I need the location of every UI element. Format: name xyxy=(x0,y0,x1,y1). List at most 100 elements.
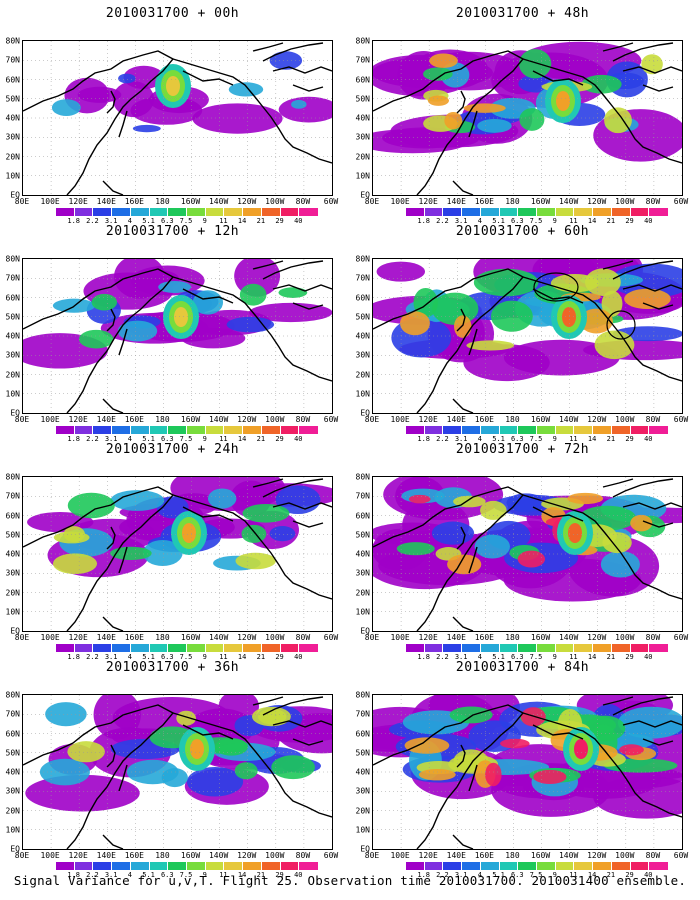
coastline xyxy=(622,284,682,292)
colorbar-swatch xyxy=(442,426,463,434)
variance-region xyxy=(269,526,296,542)
variance-region xyxy=(291,99,307,109)
coastline xyxy=(106,526,116,550)
variance-peak xyxy=(556,91,570,111)
x-tick-label: 140E xyxy=(96,851,116,860)
colorbar-swatch xyxy=(498,426,519,434)
x-tick-label: 160E xyxy=(474,197,494,206)
colorbar-swatch xyxy=(517,644,537,652)
coastline xyxy=(468,546,478,574)
coastline xyxy=(172,58,332,164)
colorbar-label: 4 xyxy=(127,217,132,225)
colorbar-label: 29 xyxy=(275,871,284,879)
x-tick-label: 80E xyxy=(364,633,380,642)
variance-region xyxy=(533,769,567,784)
colorbar-label: 3.1 xyxy=(104,653,118,661)
colorbar-swatch xyxy=(442,644,463,652)
y-tick-label: 40N xyxy=(355,549,370,559)
y-tick-label: 10N xyxy=(5,825,20,835)
variance-region xyxy=(278,287,308,298)
colorbar-swatch xyxy=(92,426,113,434)
colorbar-label: 1.8 xyxy=(67,435,81,443)
x-tick-label: 80E xyxy=(14,197,30,206)
y-axis-labels: 80N 70N 60N 50N 40N 30N 20N 10N EQ xyxy=(350,37,370,200)
variance-map xyxy=(23,477,332,631)
variance-region xyxy=(619,744,644,756)
y-tick-label: 70N xyxy=(355,491,370,501)
coastline xyxy=(612,478,674,498)
colorbar-swatch xyxy=(573,644,594,652)
x-tick-label: 180 xyxy=(505,633,520,642)
coastline xyxy=(23,268,175,413)
x-axis-labels: 80E 100E 120E 140E 160E 180 160W 140W 120W 100W 80… xyxy=(365,633,688,643)
y-tick-label: EQ xyxy=(360,408,370,418)
colorbar-label: 1.8 xyxy=(417,653,431,661)
x-tick-label: 140W xyxy=(558,415,579,424)
colorbar-swatch xyxy=(260,426,281,434)
x-tick-label: 140W xyxy=(208,197,229,206)
y-axis-labels: 80N 70N 60N 50N 40N 30N 20N 10N EQ xyxy=(350,691,370,854)
colorbar-swatch xyxy=(186,426,206,434)
coastline xyxy=(642,738,674,746)
colorbar-label: 3.1 xyxy=(454,435,468,443)
x-tick-label: 60W xyxy=(673,197,689,206)
colorbar-label: 7.5 xyxy=(179,435,193,443)
colorbar-swatch xyxy=(279,862,300,870)
y-tick-label: 10N xyxy=(5,389,20,399)
y-tick-label: 80N xyxy=(5,472,20,482)
y-tick-label: 40N xyxy=(5,549,20,559)
coastline xyxy=(456,744,466,768)
variance-region xyxy=(77,86,122,103)
highlight-circle xyxy=(606,310,636,340)
colorbar-label: 14 xyxy=(237,871,247,879)
colorbar-swatch xyxy=(573,426,594,434)
coastline xyxy=(452,834,474,849)
x-tick-label: 100W xyxy=(265,851,285,860)
y-tick-label: 80N xyxy=(5,36,20,46)
colorbar-swatch xyxy=(498,862,519,870)
coastline xyxy=(252,260,284,270)
colorbar-label: 6.3 xyxy=(510,871,524,879)
y-axis-labels: 80N 70N 60N 50N 40N 30N 20N 10N EQ xyxy=(350,473,370,636)
y-tick-label: 50N xyxy=(355,530,370,540)
figure-caption: Signal Variance for u,v,T. Flight 25. Ob… xyxy=(13,873,687,888)
colorbar-label: 40 xyxy=(294,871,303,879)
colorbar-label: 40 xyxy=(294,653,303,661)
colorbar-label: 3.1 xyxy=(104,435,118,443)
x-tick-label: 80E xyxy=(364,197,380,206)
coastline xyxy=(468,764,478,792)
colorbar-swatch xyxy=(223,426,244,434)
variance-region xyxy=(604,107,632,134)
colorbar-label: 3.1 xyxy=(454,217,468,225)
colorbar-label: 2.2 xyxy=(86,871,99,879)
y-tick-label: 80N xyxy=(5,690,20,700)
colorbar-swatch xyxy=(479,862,500,870)
colorbar-swatch xyxy=(73,208,94,216)
y-tick-label: 20N xyxy=(5,152,20,161)
colorbar-swatch xyxy=(242,208,262,216)
colorbar-label: 14 xyxy=(237,217,247,225)
variance-map xyxy=(373,477,682,631)
y-tick-label: 20N xyxy=(5,806,20,815)
y-tick-label: 20N xyxy=(355,806,370,815)
colorbar: 1.8 2.2 3.1 4 5.1 6.3 7.5 9 11 14 21 29 40 xyxy=(405,426,668,444)
colorbar-swatch xyxy=(461,644,481,652)
x-tick-label: 160E xyxy=(124,415,144,424)
colorbar-swatch xyxy=(517,862,537,870)
y-tick-label: 60N xyxy=(5,511,20,520)
variance-region xyxy=(51,99,81,116)
colorbar-swatch xyxy=(536,208,556,216)
coastline xyxy=(532,70,584,86)
coastline xyxy=(23,704,175,849)
y-tick-label: EQ xyxy=(10,844,20,854)
coastline xyxy=(602,478,634,488)
colorbar-label: 2.2 xyxy=(436,871,449,879)
panel-title: 2010031700 + 00h xyxy=(105,6,240,21)
y-tick-label: 50N xyxy=(5,748,20,758)
x-tick-label: 140W xyxy=(208,415,229,424)
coastline xyxy=(172,712,332,818)
variance-region xyxy=(490,300,533,332)
x-tick-label: 80W xyxy=(645,633,661,642)
variance-region xyxy=(463,344,550,382)
variance-region xyxy=(25,774,140,812)
